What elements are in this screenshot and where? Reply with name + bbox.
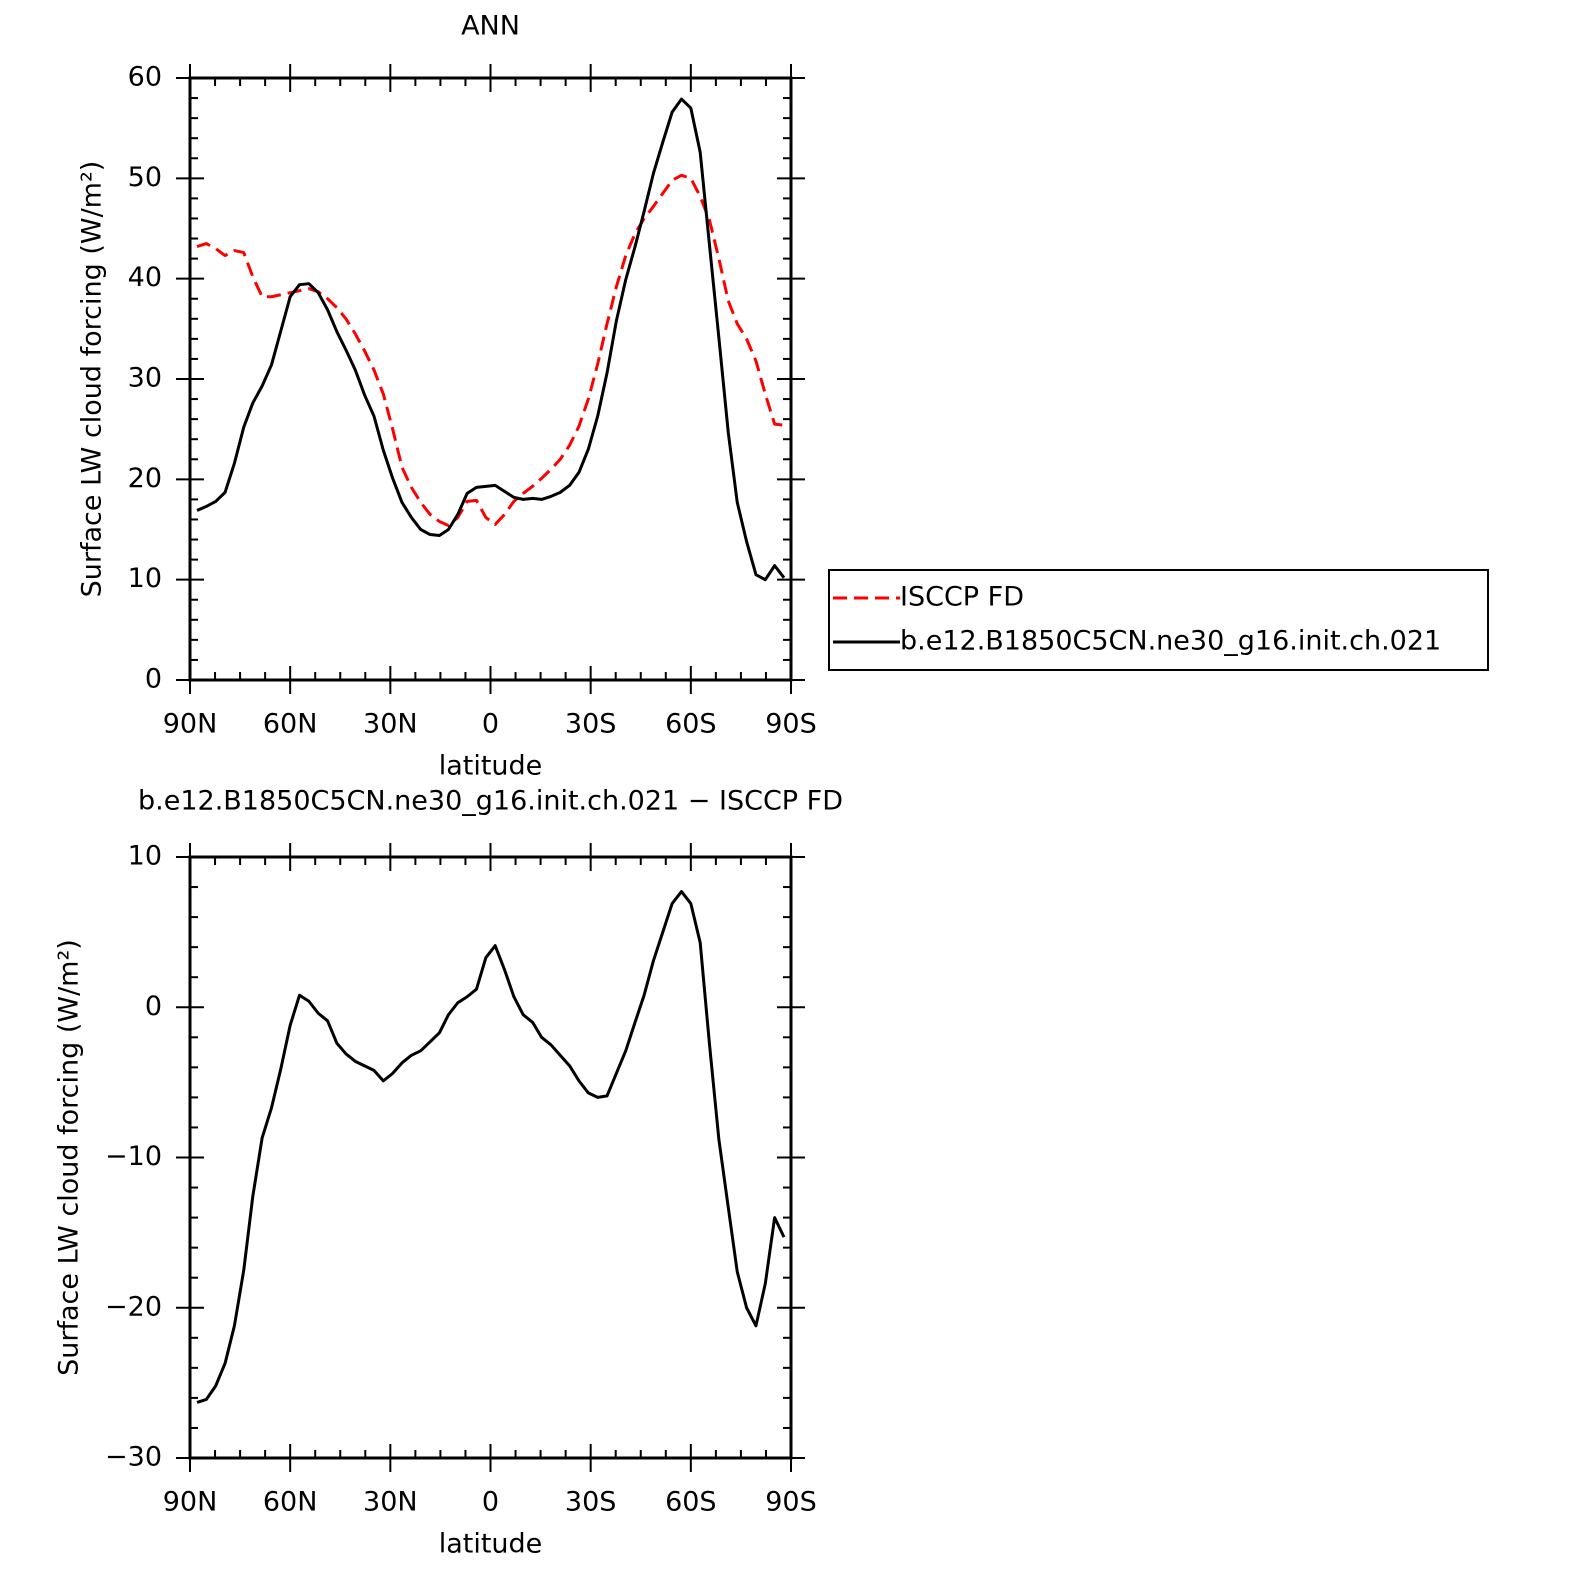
x-tick-label: 30N <box>363 709 418 740</box>
y-tick-label: 50 <box>128 162 162 193</box>
x-tick-label: 60N <box>263 709 318 740</box>
y-tick-label: 60 <box>128 62 162 93</box>
y-tick-label: 0 <box>145 664 162 695</box>
data-line <box>196 890 786 1404</box>
data-line <box>196 173 785 527</box>
x-tick-label: 90N <box>163 1487 218 1518</box>
x-tick-label: 0 <box>482 1487 499 1518</box>
x-tick-label: 60N <box>263 1487 318 1518</box>
y-axis-label: Surface LW cloud forcing (W/m²) <box>77 161 108 598</box>
x-tick-label: 90N <box>163 709 218 740</box>
x-axis-label: latitude <box>439 751 543 782</box>
chart-title: ANN <box>461 11 520 42</box>
x-tick-label: 60S <box>665 709 717 740</box>
x-tick-label: 30S <box>565 1487 617 1518</box>
y-tick-label: 40 <box>128 262 162 293</box>
x-axis-label: latitude <box>439 1529 543 1560</box>
y-tick-label: −30 <box>105 1442 162 1473</box>
y-tick-label: 20 <box>128 463 162 494</box>
x-tick-label: 90S <box>765 709 817 740</box>
x-tick-label: 30S <box>565 709 617 740</box>
y-tick-label: 10 <box>128 563 162 594</box>
x-tick-label: 60S <box>665 1487 717 1518</box>
y-tick-label: 10 <box>128 841 162 872</box>
y-tick-label: −20 <box>105 1291 162 1322</box>
legend-label: b.e12.B1850C5CN.ne30_g16.init.ch.021 <box>900 626 1441 657</box>
data-line <box>196 97 786 582</box>
x-tick-label: 30N <box>363 1487 418 1518</box>
y-tick-label: 0 <box>145 991 162 1022</box>
x-tick-label: 90S <box>765 1487 817 1518</box>
y-tick-label: −10 <box>105 1141 162 1172</box>
x-tick-label: 0 <box>482 709 499 740</box>
legend-label: ISCCP FD <box>900 582 1024 613</box>
chart-title: b.e12.B1850C5CN.ne30_g16.init.ch.021 − I… <box>138 786 843 817</box>
y-axis-label: Surface LW cloud forcing (W/m²) <box>54 939 85 1376</box>
legend-box <box>828 569 1489 671</box>
y-tick-label: 30 <box>128 363 162 394</box>
